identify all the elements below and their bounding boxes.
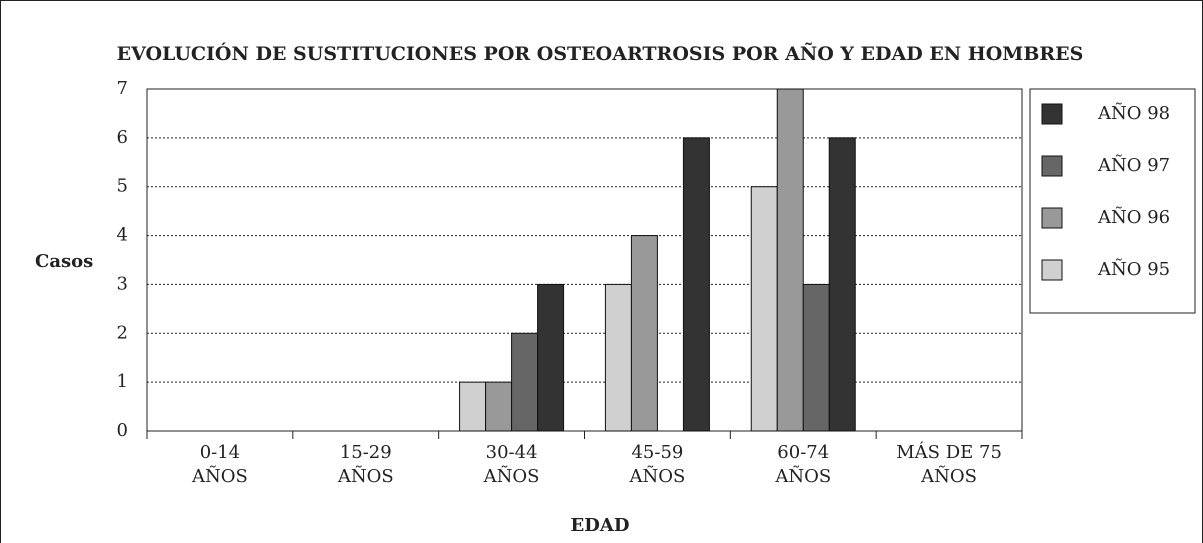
- x-tick-label: AÑOS: [774, 464, 831, 487]
- y-tick-label: 4: [117, 225, 128, 246]
- legend-swatch: [1041, 207, 1063, 229]
- legend-label: AÑO 98: [1097, 101, 1170, 124]
- x-tick-label: AÑOS: [337, 464, 394, 487]
- x-tick-label: 0-14: [200, 442, 240, 463]
- bar: [828, 137, 856, 432]
- bar: [776, 88, 804, 432]
- y-tick-label: 3: [117, 273, 128, 294]
- y-tick-label: 6: [117, 127, 128, 148]
- bar: [459, 381, 487, 432]
- legend-label: AÑO 97: [1097, 153, 1170, 176]
- legend-swatch: [1041, 259, 1063, 281]
- bar: [682, 137, 710, 432]
- x-tick-label: 60-74: [777, 442, 829, 463]
- plot-area: [146, 88, 1023, 432]
- y-axis-label: Casos: [35, 251, 93, 272]
- x-tick-label: 45-59: [631, 442, 683, 463]
- y-tick-label: 1: [117, 371, 128, 392]
- legend-swatch: [1041, 103, 1063, 125]
- bar: [604, 283, 632, 432]
- y-tick-label: 5: [117, 176, 128, 197]
- legend-swatch: [1041, 155, 1063, 177]
- y-tick-label: 7: [117, 78, 128, 99]
- x-tick-label: AÑOS: [483, 464, 540, 487]
- bar: [511, 332, 539, 432]
- bar: [630, 235, 658, 432]
- chart-title: EVOLUCIÓN DE SUSTITUCIONES POR OSTEOARTR…: [117, 42, 1084, 65]
- legend-label: AÑO 95: [1097, 257, 1170, 280]
- y-tick-label: 0: [117, 420, 128, 441]
- x-tick-label: MÁS DE 75: [896, 440, 1002, 463]
- x-tick-label: AÑOS: [628, 464, 685, 487]
- bar: [802, 283, 830, 432]
- legend-label: AÑO 96: [1097, 205, 1170, 228]
- bar: [485, 381, 513, 432]
- bar: [537, 283, 565, 432]
- bar: [750, 186, 778, 432]
- x-tick-label: 30-44: [486, 442, 538, 463]
- x-axis-label: EDAD: [571, 515, 630, 536]
- x-tick-label: AÑOS: [191, 464, 248, 487]
- x-tick-label: 15-29: [340, 442, 392, 463]
- y-tick-label: 2: [117, 322, 128, 343]
- x-tick-label: AÑOS: [920, 464, 977, 487]
